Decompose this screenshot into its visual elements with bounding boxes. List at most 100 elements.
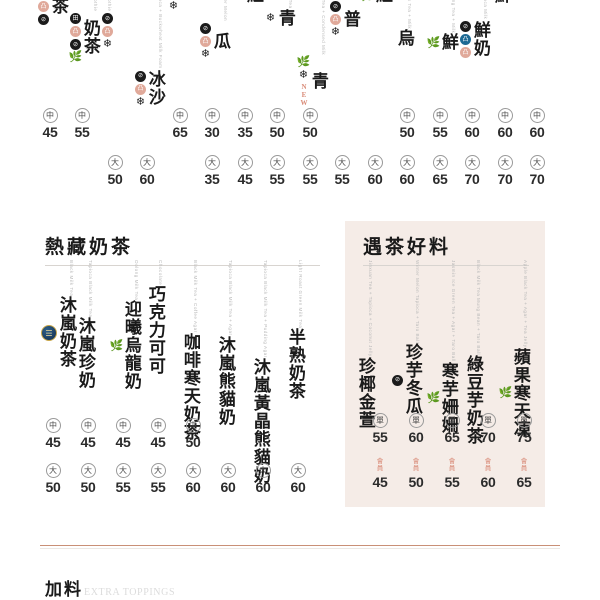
item-name-english: Jasmin Ice Green Tea + Agar + Taro Ball	[450, 260, 456, 362]
top-item-9[interactable]: Red Tea + Condensed Milk 青 🌿 ❄ NEW	[297, 0, 328, 108]
price-cell[interactable]: 中 50	[392, 108, 422, 140]
coffee-badge-icon: ⊘	[102, 13, 113, 25]
top-item-14[interactable]: Tapioca Milk 鮮奶 ⊘ 凸凸	[460, 0, 490, 59]
item-name: 巧克力可可	[145, 285, 165, 376]
price-cell[interactable]: 中 60	[490, 108, 520, 140]
item-name-english: Tapioca Black Milk Tea	[87, 260, 93, 318]
item-name-english: Light Roast Green Milk Tea	[297, 260, 303, 329]
top-item-5[interactable]: 凸❄	[168, 0, 179, 12]
item-name-english: Chocolate	[157, 260, 163, 286]
price-cell[interactable]: 中 45	[38, 418, 68, 450]
price-cell[interactable]: 會員 45	[365, 458, 395, 490]
price-cell[interactable]: 大 70	[490, 155, 520, 187]
price-cell[interactable]: 大 60	[248, 463, 278, 495]
item-name: 沐嵐奶茶	[56, 296, 76, 369]
hot-item-1[interactable]: Light Roast Green Milk Tea 半熟奶茶	[286, 258, 305, 400]
panel-item-3[interactable]: Jasmin Ice Green Tea + Agar + Taro Ball 寒…	[427, 258, 458, 434]
price-cell[interactable]: 大 50	[38, 463, 68, 495]
price-cell[interactable]: 大 35	[197, 155, 227, 187]
badge-group: 🌿	[427, 37, 441, 49]
price-value: 30	[204, 124, 220, 140]
price-cell[interactable]: 大 70	[522, 155, 552, 187]
badge-group: 🌿	[499, 388, 513, 399]
price-cell[interactable]: 中 30	[197, 108, 227, 140]
hot-item-2[interactable]: Tapioca Black Milk Tea + Pudding Agar 沐嵐黃…	[251, 258, 270, 484]
price-cell[interactable]: 大 60	[283, 463, 313, 495]
price-cell[interactable]: 大 60	[392, 155, 422, 187]
price-cell[interactable]: 大 60	[132, 155, 162, 187]
price-cell[interactable]: 大 65	[425, 155, 455, 187]
top-item-3[interactable]: Smoothie ⊘凸❄	[102, 0, 113, 50]
price-cell[interactable]: 中 60	[457, 108, 487, 140]
hot-item-4[interactable]: Black Milk Tea + Coffee Agar 咖啡寒天奶茶	[181, 258, 200, 441]
top-item-11[interactable]: 紅🌿	[361, 0, 392, 4]
price-cell[interactable]: 會員 50	[401, 458, 431, 490]
price-cell[interactable]: 中 45	[73, 418, 103, 450]
price-value: 55	[74, 124, 90, 140]
price-cell[interactable]: 中 45	[143, 418, 173, 450]
item-name-english: Black Milk Tea	[68, 260, 74, 297]
price-cell[interactable]: 中 50	[178, 418, 208, 450]
item-name-english: Black Tea + Milk	[406, 0, 412, 30]
item-name: 鮮	[438, 33, 458, 52]
top-item-4[interactable]: Tapioca + Buckwheat Milk Foam 冰沙 ⊘ 凸 ❄	[135, 0, 165, 108]
panel-item-2[interactable]: Black Milk Tea Mung Bean + Taro Ball 綠豆芋奶…	[464, 258, 483, 445]
price-cell[interactable]: 大 60	[360, 155, 390, 187]
top-item-13[interactable]: Oolong Tea + Milk 鮮 🌿	[427, 0, 458, 52]
panel-item-1[interactable]: Apple Black Tea + Agar + Tea Jelly 蘋果寒天凍 🌿	[499, 258, 530, 438]
price-cell[interactable]: 中 50	[295, 108, 325, 140]
price-cell[interactable]: 會員 55	[437, 458, 467, 490]
price-cell[interactable]: 單 65	[437, 413, 467, 445]
item-name-english: Tapioca Black Milk Tea + Pudding Agar	[262, 260, 268, 358]
price-cell[interactable]: 中 60	[522, 108, 552, 140]
top-item-12[interactable]: Black Tea + Milk 烏	[395, 0, 414, 47]
price-cell[interactable]: 單 75	[509, 413, 539, 445]
top-item-15[interactable]: 鮮	[492, 0, 511, 4]
price-cell[interactable]: 大 55	[262, 155, 292, 187]
hot-item-3[interactable]: Tapioca Black Milk Tea + Agar 沐嵐熊貓奶	[216, 258, 235, 426]
price-cell[interactable]: 會員 65	[509, 458, 539, 490]
panel-item-5[interactable]: Jinxuan Tea + Tapioca + Coconut Jelly 珍椰金…	[355, 258, 375, 429]
price-cell[interactable]: 中 45	[108, 418, 138, 450]
item-name-english: Winter Melon Tapioca + Taro Ball	[414, 260, 420, 344]
price-cell[interactable]: 單 55	[365, 413, 395, 445]
price-cell[interactable]: 中 45	[35, 108, 65, 140]
price-cell[interactable]: 中 55	[425, 108, 455, 140]
price-cell[interactable]: 大 45	[230, 155, 260, 187]
top-item-7[interactable]: 紅❄	[233, 0, 263, 4]
hot-item-7[interactable]: Tapioca Black Milk Tea 沐嵐珍奶	[76, 258, 95, 389]
price-cell[interactable]: 大 55	[108, 463, 138, 495]
price-cell[interactable]: 大 60	[178, 463, 208, 495]
size-medium-icon: 中	[432, 108, 448, 123]
price-cell[interactable]: 大 60	[213, 463, 243, 495]
price-cell[interactable]: 中 35	[230, 108, 260, 140]
panel-item-4[interactable]: Winter Melon Tapioca + Taro Ball 珍芋冬瓜 ⊘	[392, 258, 422, 415]
panel-section-title: 遇茶好料	[363, 237, 452, 258]
top-item-6[interactable]: Winter Melon 瓜 ⊘ 凸 ❄	[200, 0, 230, 60]
hot-item-5[interactable]: Chocolate 巧克力可可	[145, 258, 165, 376]
price-cell[interactable]: 大 55	[143, 463, 173, 495]
price-cell[interactable]: 大 50	[73, 463, 103, 495]
item-name: 珍椰金萱	[355, 356, 375, 429]
price-cell[interactable]: 大 50	[100, 155, 130, 187]
top-item-8[interactable]: Red Tea青❄	[265, 0, 295, 27]
price-cell[interactable]: 會員 60	[473, 458, 503, 490]
price-cell[interactable]: 中 65	[165, 108, 195, 140]
top-item-1[interactable]: 茶田凸⊘	[38, 0, 68, 25]
price-cell[interactable]: 單 60	[401, 413, 431, 445]
price-cell[interactable]: 大 55	[327, 155, 357, 187]
price-cell[interactable]: 中 50	[262, 108, 292, 140]
new-label-icon: NEW	[300, 83, 308, 108]
price-cell[interactable]: 單 70	[473, 413, 503, 445]
top-item-10[interactable]: Aloe普⊘凸❄	[330, 0, 360, 38]
size-large-icon: 大	[220, 463, 236, 478]
price-cell[interactable]: 大 70	[457, 155, 487, 187]
price-value: 55	[432, 124, 448, 140]
hot-item-6[interactable]: Oolong Milk Tea 迎曦烏龍奶 🌿	[110, 258, 141, 390]
price-cell[interactable]: 中 55	[67, 108, 97, 140]
hot-item-8[interactable]: Black Milk Tea 沐嵐奶茶 ☰	[41, 258, 76, 369]
price-cell[interactable]: 大 55	[295, 155, 325, 187]
award-medal-icon: ☰	[41, 325, 57, 342]
size-large-icon: 大	[255, 463, 271, 478]
